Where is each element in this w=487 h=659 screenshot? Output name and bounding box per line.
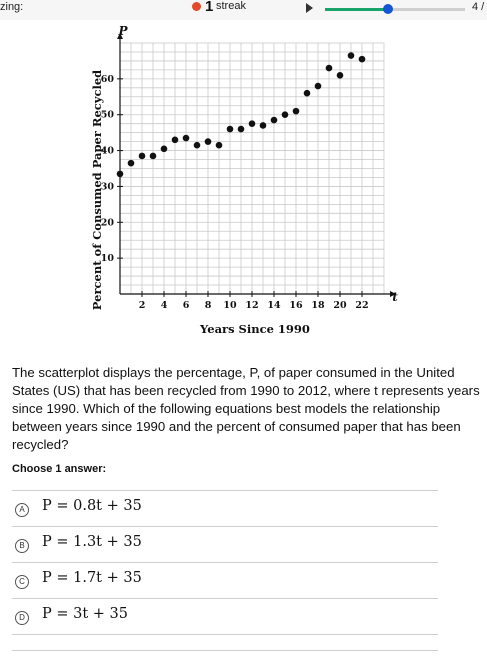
divider — [12, 562, 438, 563]
divider — [12, 650, 438, 651]
chart-points — [116, 52, 366, 178]
chart-ticks: 2 4 6 8 10 12 14 16 18 20 22 10 20 30 40 50 60 — [101, 74, 369, 311]
scatterplot-chart: 2 4 6 8 10 12 14 16 18 20 22 10 20 30 40 50 60 Percent o… — [90, 24, 398, 336]
data-point — [215, 141, 223, 149]
x-tick-label: 8 — [205, 300, 212, 311]
answer-option-c[interactable]: C P = 1.7t + 35 — [12, 569, 438, 599]
divider — [12, 490, 438, 491]
progress-knob — [383, 4, 393, 14]
x-tick-label: 16 — [289, 300, 303, 311]
data-point — [149, 152, 157, 160]
y-axis-variable: P — [117, 24, 128, 38]
streak-label: streak — [216, 0, 246, 12]
x-axis-variable: t — [392, 290, 398, 304]
radio-d[interactable]: D — [15, 611, 29, 625]
page-indicator: 4 / — [472, 1, 485, 13]
data-point — [325, 64, 333, 72]
divider — [12, 634, 438, 635]
data-point — [347, 52, 355, 59]
y-axis-label: Percent of Consumed Paper Recycled — [90, 70, 104, 310]
data-point — [248, 120, 256, 127]
y-axis-arrow — [117, 33, 123, 39]
data-point — [292, 107, 300, 115]
x-tick-label: 18 — [311, 300, 325, 311]
answer-option-a[interactable]: A P = 0.8t + 35 — [12, 497, 438, 527]
data-point — [138, 152, 146, 160]
data-point — [127, 159, 135, 167]
data-point — [270, 116, 278, 124]
header-fragment-text: zing: — [0, 1, 24, 13]
choose-answer-prompt: Choose 1 answer: — [12, 463, 107, 475]
x-tick-label: 2 — [139, 300, 146, 311]
data-point — [281, 111, 289, 119]
equation-b: P = 1.3t + 35 — [42, 534, 142, 550]
equation-d: P = 3t + 35 — [42, 606, 128, 622]
data-point — [171, 136, 179, 144]
x-axis-label: Years Since 1990 — [199, 322, 310, 336]
data-point — [116, 170, 124, 178]
chart-axes — [117, 33, 396, 297]
equation-c: P = 1.7t + 35 — [42, 570, 142, 586]
x-tick-label: 20 — [333, 300, 347, 311]
progress-fill — [325, 8, 388, 11]
y-tick-label: 50 — [101, 110, 115, 121]
x-tick-label: 12 — [245, 300, 258, 311]
chart-grid — [120, 42, 385, 294]
flame-icon — [192, 2, 201, 11]
data-point — [160, 145, 168, 153]
y-tick-label: 40 — [101, 146, 115, 157]
data-point — [303, 89, 311, 97]
progress-bar — [325, 4, 465, 14]
answer-option-b[interactable]: B P = 1.3t + 35 — [12, 533, 438, 563]
x-tick-label: 10 — [223, 300, 237, 311]
x-tick-label: 14 — [267, 300, 281, 311]
data-point — [237, 125, 245, 133]
streak-count: 1 — [205, 0, 214, 15]
radio-b[interactable]: B — [15, 539, 29, 553]
radio-c[interactable]: C — [15, 575, 29, 589]
divider — [12, 598, 438, 599]
divider — [12, 526, 438, 527]
question-text: The scatterplot displays the percentage,… — [12, 365, 480, 452]
data-point — [182, 134, 190, 142]
y-tick-label: 30 — [101, 181, 115, 192]
data-point — [193, 141, 201, 149]
data-point — [204, 138, 212, 145]
radio-a[interactable]: A — [15, 503, 29, 517]
y-tick-label: 10 — [101, 253, 115, 264]
y-tick-label: 60 — [101, 74, 115, 85]
data-point — [358, 55, 366, 63]
equation-a: P = 0.8t + 35 — [42, 498, 142, 514]
data-point — [259, 122, 267, 129]
data-point — [314, 82, 322, 90]
data-point — [226, 125, 234, 133]
x-tick-label: 4 — [161, 300, 168, 311]
x-tick-label: 6 — [183, 300, 190, 311]
x-axis-arrow — [390, 291, 396, 297]
data-point — [336, 71, 344, 79]
y-tick-label: 20 — [101, 217, 115, 228]
top-bar: zing: 1 streak 4 / — [0, 0, 487, 20]
play-icon[interactable] — [306, 3, 313, 13]
x-tick-label: 22 — [355, 300, 368, 311]
answer-option-d[interactable]: D P = 3t + 35 — [12, 605, 438, 635]
